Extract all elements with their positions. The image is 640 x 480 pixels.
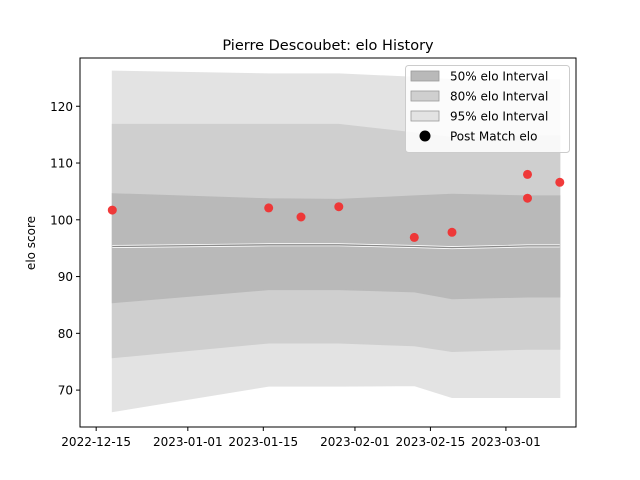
post-match-elo-point	[409, 232, 419, 242]
x-tick-label: 2023-03-01	[471, 435, 541, 449]
y-tick-label: 110	[50, 157, 73, 171]
legend-label-post-match-elo: Post Match elo	[450, 130, 537, 144]
y-tick-label: 100	[50, 213, 73, 227]
legend-swatch-95-elo-interval	[410, 110, 440, 122]
post-match-elo-point	[264, 203, 274, 213]
y-tick-label: 120	[50, 100, 73, 114]
x-tick-label: 2022-12-15	[61, 435, 131, 449]
legend-swatch-50-elo-interval	[410, 70, 440, 82]
chart-title: Pierre Descoubet: elo History	[222, 38, 434, 54]
x-axis: 2022-12-15 2023-01-01 2023-01-15 2023-02-01…	[61, 427, 541, 449]
legend-label-50-elo-interval: 50% elo Interval	[450, 70, 548, 84]
legend: 50% elo Interval 80% elo Interval 95% elo …	[405, 65, 570, 153]
post-match-elo-point	[523, 169, 532, 179]
post-match-elo-points	[107, 169, 565, 242]
y-tick-label: 90	[58, 270, 73, 284]
interval-bands	[111, 70, 561, 413]
legend-label-80-elo-interval: 80% elo Interval	[450, 90, 548, 104]
mean-elo-line-group	[112, 243, 560, 250]
y-axis: 70 80 90 100 110 120	[50, 100, 80, 398]
x-tick-label: 2023-01-01	[153, 435, 223, 449]
post-match-elo-point	[447, 227, 457, 237]
legend-box	[405, 65, 570, 153]
y-axis-label: elo score	[24, 216, 38, 270]
mean-elo-line	[112, 244, 560, 249]
legend-label-95-elo-interval: 95% elo Interval	[450, 110, 548, 124]
legend-swatch-80-elo-interval	[410, 90, 440, 102]
post-match-elo-point	[334, 202, 344, 212]
y-tick-label: 80	[58, 327, 73, 341]
band-50-elo-interval	[111, 193, 561, 304]
x-tick-label: 2023-02-01	[320, 435, 390, 449]
legend-marker-post-match-elo	[419, 130, 431, 142]
post-match-elo-point	[523, 193, 532, 203]
plot-frame	[79, 57, 577, 428]
x-tick-label: 2023-02-15	[396, 435, 466, 449]
post-match-elo-point	[107, 205, 117, 215]
post-match-elo-point	[555, 177, 565, 187]
y-tick-label: 70	[58, 384, 73, 398]
x-tick-label: 2023-01-15	[228, 435, 298, 449]
post-match-elo-point	[296, 212, 306, 222]
